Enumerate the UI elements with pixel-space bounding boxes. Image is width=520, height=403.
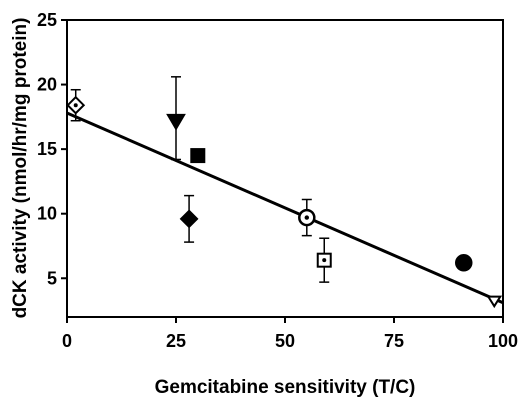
x-tick-label: 0: [62, 331, 72, 351]
x-axis-title: Gemcitabine sensitivity (T/C): [155, 377, 416, 398]
x-tick-labels: 0 25 50 75 100: [62, 331, 518, 351]
data-point: [316, 252, 332, 268]
square-marker: [190, 148, 206, 164]
x-tick-label: 75: [384, 331, 404, 351]
error-bars: [70, 76, 330, 283]
data-point: [190, 148, 206, 164]
y-tick-label: 15: [37, 139, 57, 159]
x-tick-label: 25: [166, 331, 186, 351]
data-point: [179, 209, 199, 229]
circle-marker: [455, 254, 473, 272]
data-point: [66, 95, 86, 115]
data-point: [166, 113, 186, 131]
y-tick-labels: 5 10 15 20 25: [37, 10, 57, 288]
diamond-marker: [179, 209, 199, 229]
data-points: [66, 95, 503, 309]
marker-center-dot: [73, 103, 78, 108]
x-tick-label: 100: [488, 331, 518, 351]
y-tick-label: 20: [37, 75, 57, 95]
data-point: [455, 254, 473, 272]
marker-center-dot: [304, 215, 309, 220]
x-tick-label: 50: [275, 331, 295, 351]
trend-line-group: [66, 111, 504, 305]
trend-line: [66, 111, 504, 305]
triangle-open-marker: [486, 295, 503, 309]
plot-frame: [66, 19, 504, 318]
data-point: [486, 295, 503, 309]
y-axis-title: dCK activity (nmol/hr/mg protein): [10, 18, 31, 319]
data-point: [298, 208, 316, 227]
triangle-marker: [166, 113, 186, 131]
y-tick-label: 25: [37, 10, 57, 30]
y-tick-label: 10: [37, 204, 57, 224]
marker-center-dot: [322, 258, 327, 263]
tick-marks: [61, 19, 504, 323]
y-tick-label: 5: [47, 268, 57, 288]
